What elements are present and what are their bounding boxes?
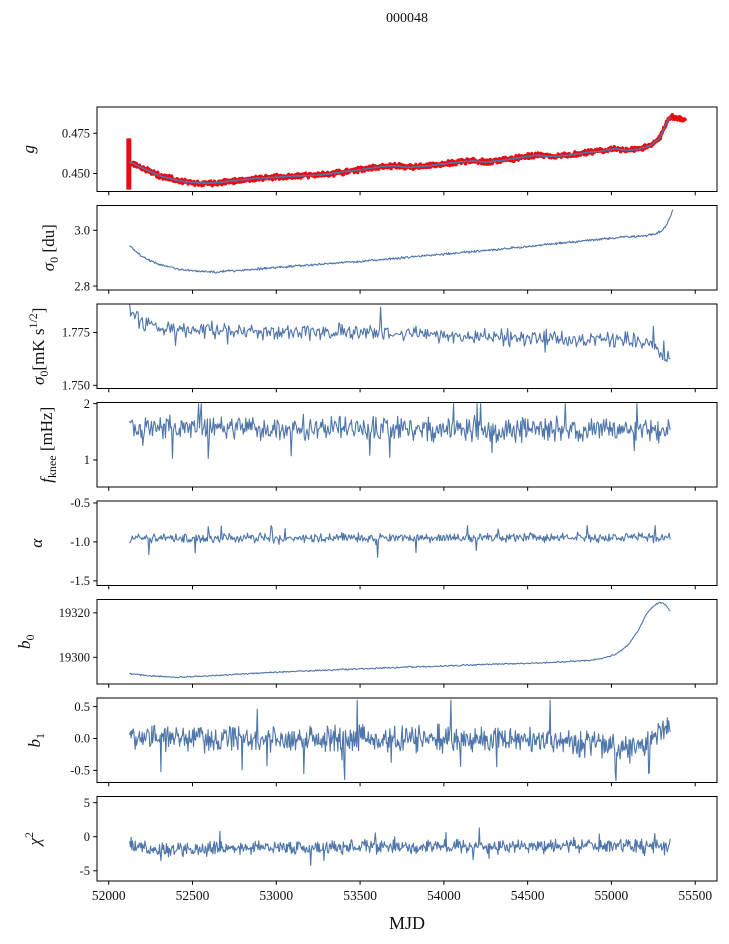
y-tick-label: -5 [80, 864, 90, 878]
axes-frame-b1 [96, 697, 718, 783]
y-tick-label: 0.450 [62, 167, 90, 181]
panel-b1: 0.5 0.0 -0.5 b1 [25, 697, 718, 787]
x-tick-label: 54000 [427, 888, 461, 903]
y-axis-label-sigma0-du: σ0 [du] [39, 224, 61, 271]
panel-g: 0.475 0.450 g [19, 106, 718, 196]
panel-chi2: 52000 52500 53000 53500 54000 54500 55000 55500… [22, 796, 718, 903]
panel-alpha: -0.5 -1.0 -1.5 α [27, 496, 718, 590]
y-tick-label: 0.0 [74, 732, 90, 746]
y-tick-label: 1 [84, 453, 90, 467]
axes-frame-fknee [96, 402, 718, 488]
panels-group: 0.475 0.450 g 3.0 2.8 σ0 [du] 1.775 1.750 σ0[mK … [15, 106, 718, 903]
axes-frame-sigma0-du [96, 205, 718, 291]
series-blue-sigma0-du [129, 209, 674, 274]
series-red-g [126, 112, 687, 188]
plot-area-fknee [129, 403, 671, 459]
x-tick-label: 55000 [595, 888, 629, 903]
y-tick-label: 19300 [59, 651, 90, 665]
y-tick-label: 2 [84, 397, 90, 411]
plot-area-sigma0-du [129, 209, 674, 274]
y-tick-label: -1.5 [70, 574, 90, 588]
y-axis-label-chi2: χ2 [22, 832, 44, 847]
axes-frame-chi2 [96, 796, 718, 882]
x-tick-label: 54500 [511, 888, 545, 903]
plot-area-g [126, 112, 687, 190]
plot-area-alpha [129, 524, 671, 558]
y-tick-label: -0.5 [70, 764, 90, 778]
x-tick-label: 53000 [259, 888, 293, 903]
series-blue-b0 [129, 601, 671, 679]
x-tick-label: 55500 [678, 888, 712, 903]
series-blue-b1 [129, 699, 671, 782]
y-tick-label: 5 [84, 796, 90, 810]
y-tick-label: 2.8 [74, 279, 90, 293]
y-tick-label: 1.750 [62, 379, 90, 393]
series-blue-alpha [129, 524, 671, 558]
figure-title: 000048 [386, 11, 428, 26]
series-blue-g [128, 116, 671, 185]
plot-area-b0 [129, 601, 671, 679]
x-tick-label: 53500 [343, 888, 377, 903]
y-tick-label: 19320 [59, 606, 90, 620]
plot-area-chi2 [129, 827, 671, 867]
axes-frame-g [96, 106, 718, 192]
y-tick-label: 3.0 [74, 224, 90, 238]
x-tick-label: 52500 [176, 888, 210, 903]
axes-frame-alpha [96, 500, 718, 586]
series-blue-chi2 [129, 827, 671, 867]
y-tick-label: 1.775 [62, 326, 90, 340]
y-axis-label-alpha: α [27, 538, 46, 548]
series-blue-fknee [129, 403, 671, 459]
series-blue-sigma0-mks [129, 304, 671, 363]
plot-area-b1 [129, 699, 671, 782]
panel-sigma0-mks: 1.775 1.750 σ0[mK s1/2] [26, 303, 718, 393]
y-axis-label-fknee: fknee [mHz] [37, 407, 59, 483]
x-tick-label: 52000 [92, 888, 126, 903]
y-tick-label: 0 [84, 830, 90, 844]
y-axis-label-b0: b0 [15, 635, 37, 650]
y-tick-label: -0.5 [70, 496, 90, 510]
y-axis-label-sigma0-mks: σ0[mK s1/2] [26, 308, 51, 385]
x-axis-label: MJD [389, 913, 425, 933]
panel-sigma0-du: 3.0 2.8 σ0 [du] [39, 205, 718, 294]
y-tick-label: -1.0 [70, 535, 90, 549]
panel-fknee: 2 1 fknee [mHz] [37, 397, 718, 491]
axes-frame-b0 [96, 599, 718, 685]
y-tick-label: 0.475 [62, 126, 90, 140]
plot-area-sigma0-mks [129, 304, 671, 363]
panel-b0: 19320 19300 b0 [15, 599, 718, 688]
axes-frame-sigma0-mks [96, 303, 718, 389]
y-axis-label-b1: b1 [25, 733, 47, 748]
y-tick-label: 0.5 [74, 700, 90, 714]
y-axis-label-g: g [19, 145, 38, 154]
